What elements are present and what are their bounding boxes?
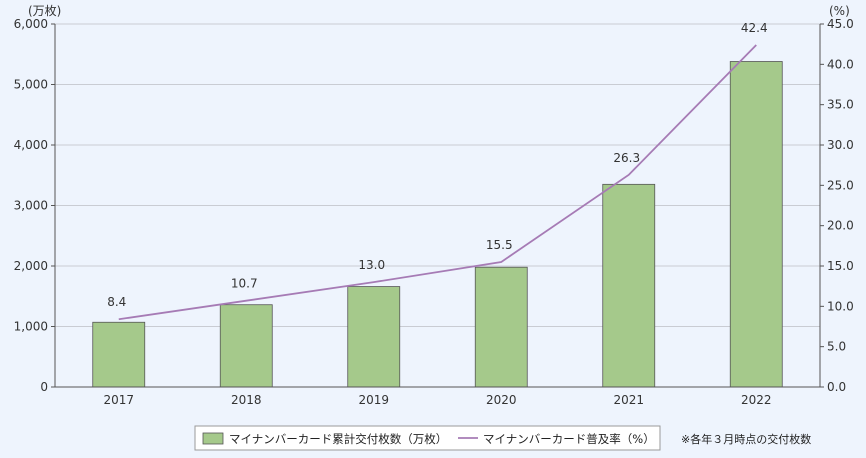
- line-path: [118, 44, 757, 321]
- x-tick-label: 2017: [103, 393, 134, 407]
- data-label: 13.0: [358, 258, 385, 272]
- bar: [729, 61, 783, 388]
- right-tick-label: 30.0: [827, 138, 854, 152]
- legend-line-label: マイナンバーカード普及率（%）: [483, 432, 655, 446]
- left-axis-unit: (万枚): [28, 3, 61, 18]
- grid: [55, 23, 820, 327]
- axes: 0 1,000 2,000 3,000 4,000 5,000 6,000 0.0 5.0 10.…: [14, 17, 854, 407]
- right-tick-label: 0.0: [827, 380, 846, 394]
- legend-box: [194, 425, 661, 451]
- data-label: 15.5: [486, 238, 513, 252]
- x-tick-label: 2020: [486, 393, 517, 407]
- note-text: ※各年３月時点の交付枚数: [681, 432, 811, 446]
- bar: [347, 286, 401, 388]
- legend: マイナンバーカード累計交付枚数（万枚） マイナンバーカード普及率（%）: [194, 425, 661, 451]
- data-label: 42.4: [741, 21, 768, 35]
- right-tick-label: 20.0: [827, 219, 854, 233]
- bar: [602, 183, 656, 388]
- legend-bar-swatch: [202, 432, 224, 445]
- bar: [474, 266, 528, 388]
- left-tick-label: 2,000: [14, 259, 48, 273]
- right-axis-unit: (%): [829, 4, 850, 18]
- bar: [92, 321, 146, 388]
- bars: [92, 61, 783, 388]
- left-tick-label: 4,000: [14, 138, 48, 152]
- x-tick-label: 2019: [358, 393, 389, 407]
- right-tick-label: 5.0: [827, 340, 846, 354]
- left-tick-label: 6,000: [14, 17, 48, 31]
- data-label: 26.3: [613, 151, 640, 165]
- right-tick-label: 35.0: [827, 98, 854, 112]
- x-tick-label: 2018: [231, 393, 262, 407]
- data-label: 10.7: [231, 277, 258, 291]
- x-tick-label: 2021: [613, 393, 644, 407]
- data-label: 8.4: [107, 295, 126, 309]
- left-tick-label: 3,000: [14, 199, 48, 213]
- legend-bar-label: マイナンバーカード累計交付枚数（万枚）: [229, 432, 447, 446]
- left-tick-label: 0: [40, 380, 48, 394]
- left-tick-label: 1,000: [14, 320, 48, 334]
- right-tick-label: 10.0: [827, 299, 854, 313]
- data-labels: 8.4 10.7 13.0 15.5 26.3 42.4: [107, 21, 767, 309]
- right-tick-label: 45.0: [827, 17, 854, 31]
- right-tick-label: 40.0: [827, 57, 854, 71]
- x-tick-label: 2022: [741, 393, 772, 407]
- left-tick-label: 5,000: [14, 78, 48, 92]
- bar: [219, 304, 273, 388]
- line-series: [118, 44, 757, 321]
- right-tick-label: 25.0: [827, 178, 854, 192]
- right-tick-label: 15.0: [827, 259, 854, 273]
